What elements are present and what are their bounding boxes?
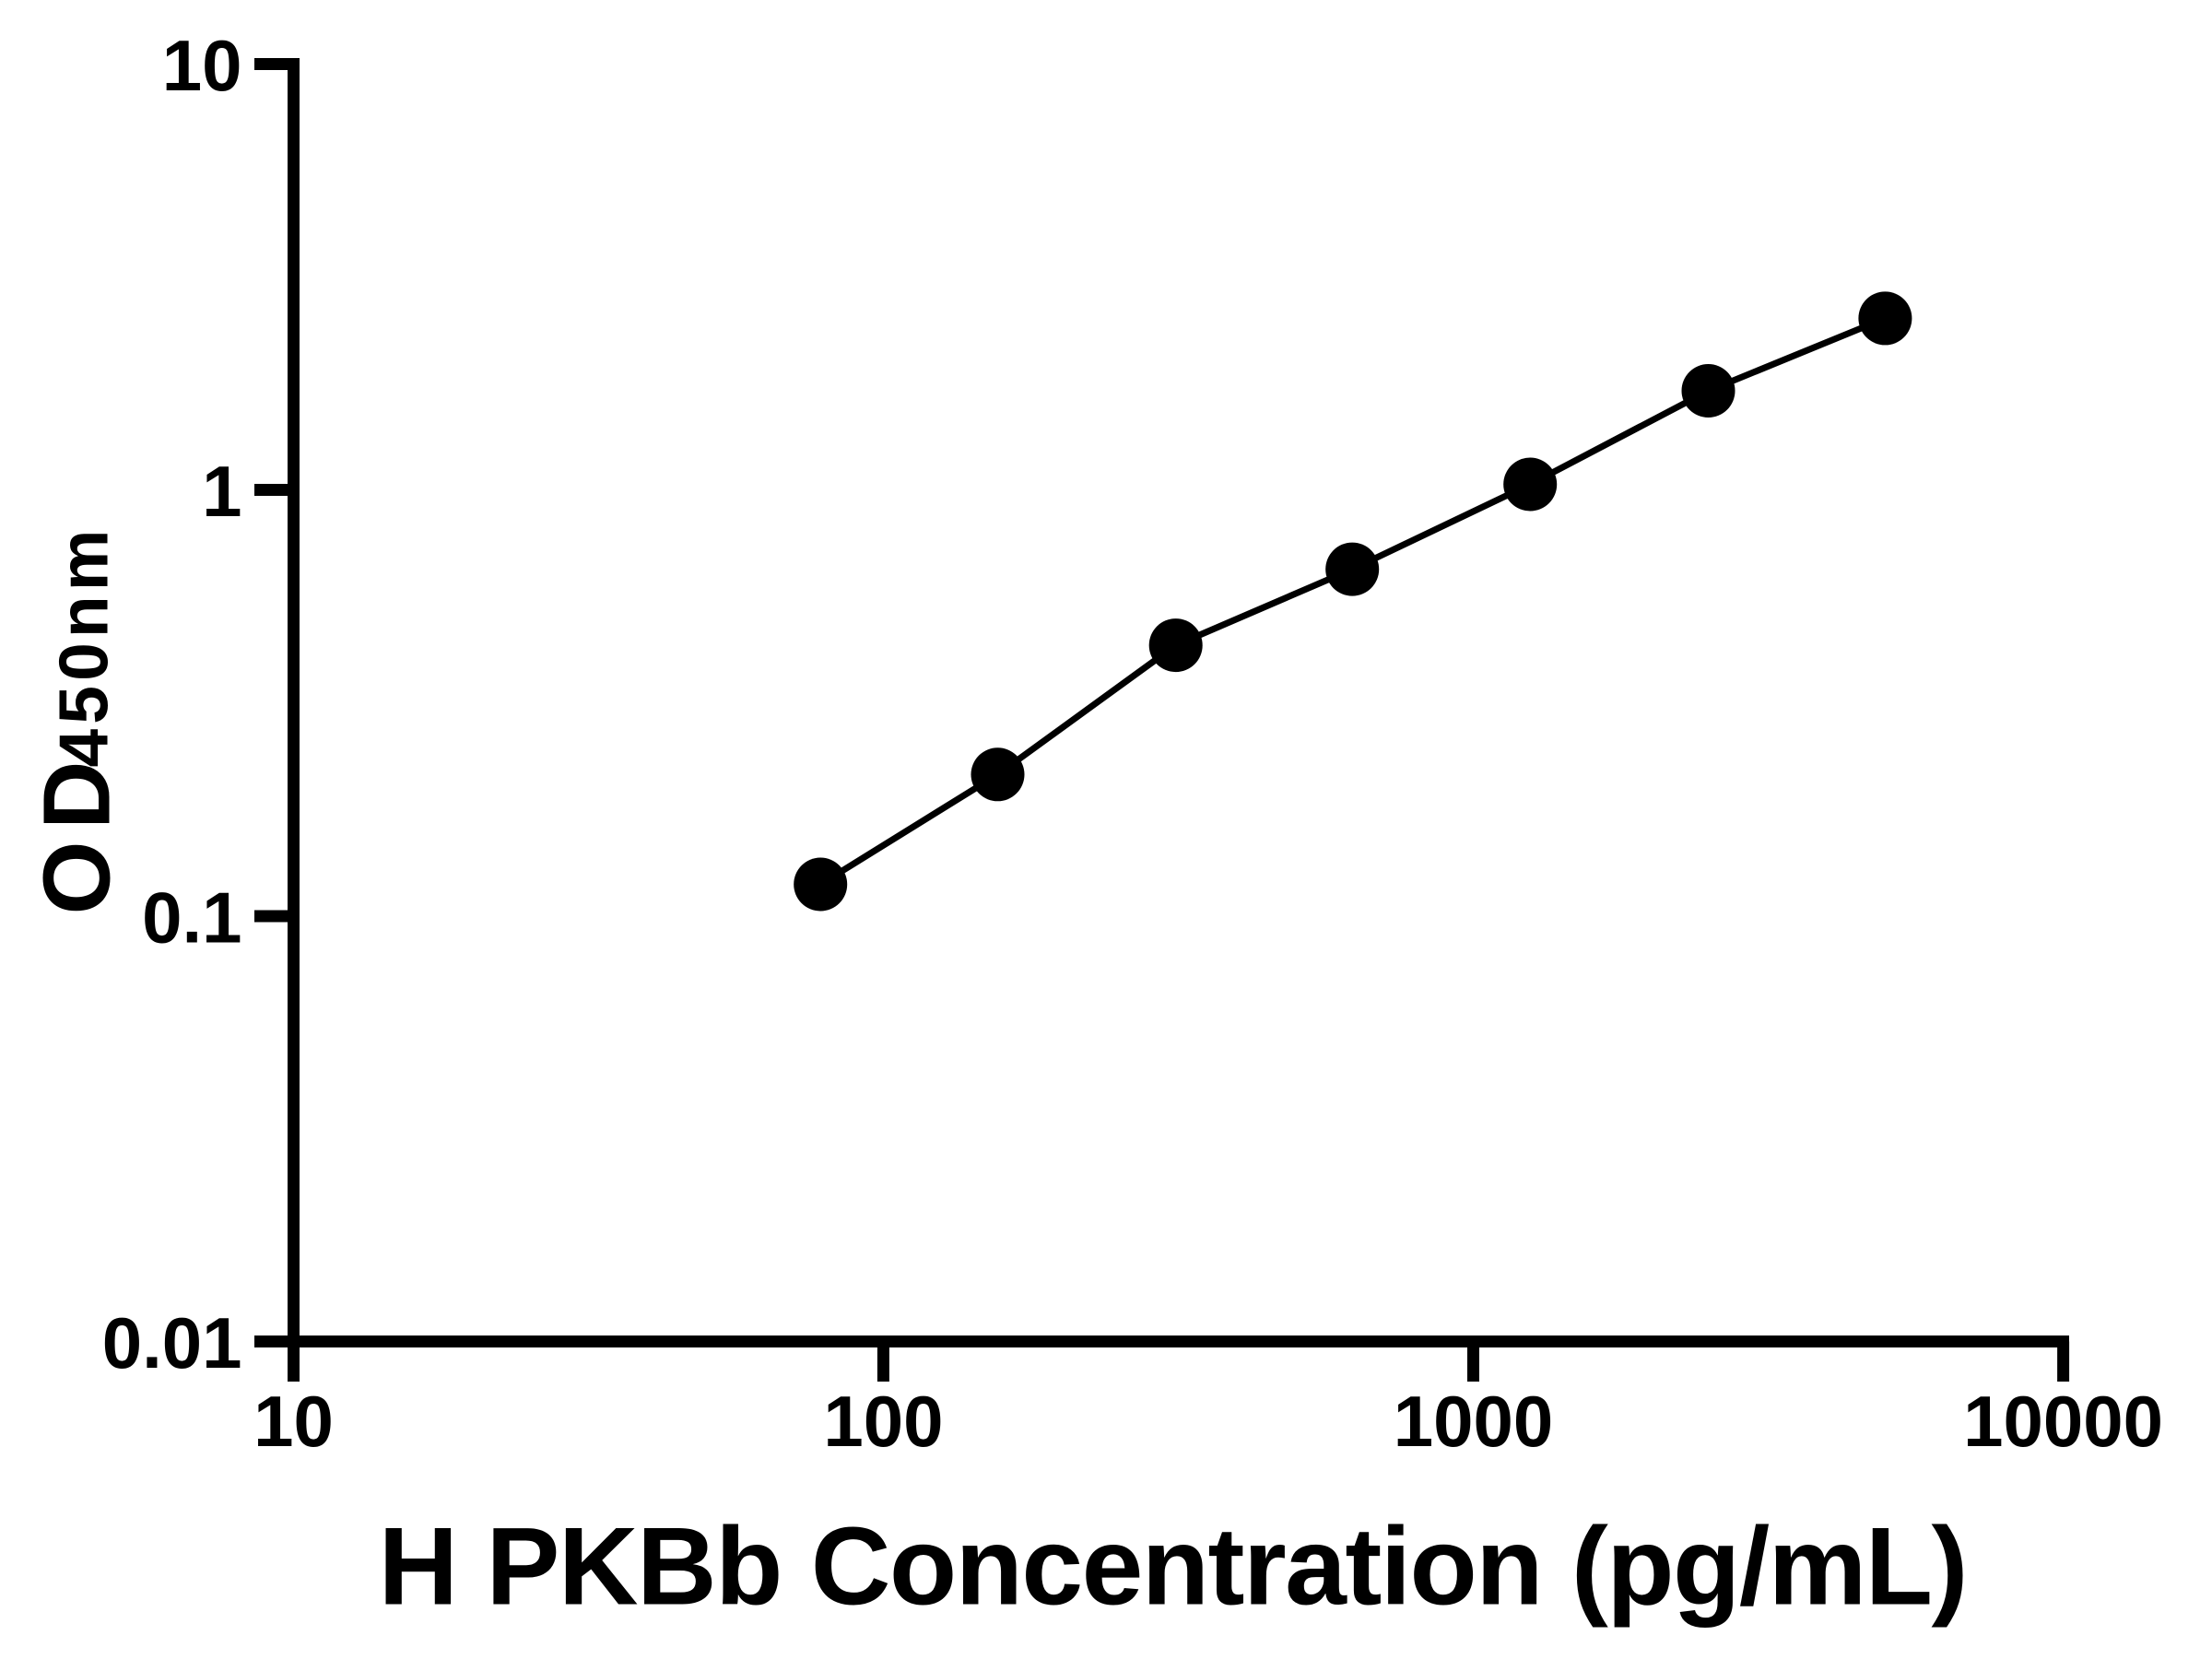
svg-text:0.1: 0.1	[142, 877, 241, 958]
svg-text:10: 10	[253, 1381, 334, 1462]
svg-text:10: 10	[162, 25, 242, 106]
svg-text:1: 1	[202, 451, 241, 532]
svg-text:0.01: 0.01	[102, 1302, 242, 1383]
svg-text:1000: 1000	[1394, 1381, 1554, 1462]
svg-text:450nm: 450nm	[45, 530, 123, 768]
svg-text:H PKBb Concentration (pg/mL): H PKBb Concentration (pg/mL)	[379, 1505, 1969, 1629]
svg-text:10000: 10000	[1963, 1381, 2163, 1462]
svg-text:100: 100	[823, 1381, 943, 1462]
